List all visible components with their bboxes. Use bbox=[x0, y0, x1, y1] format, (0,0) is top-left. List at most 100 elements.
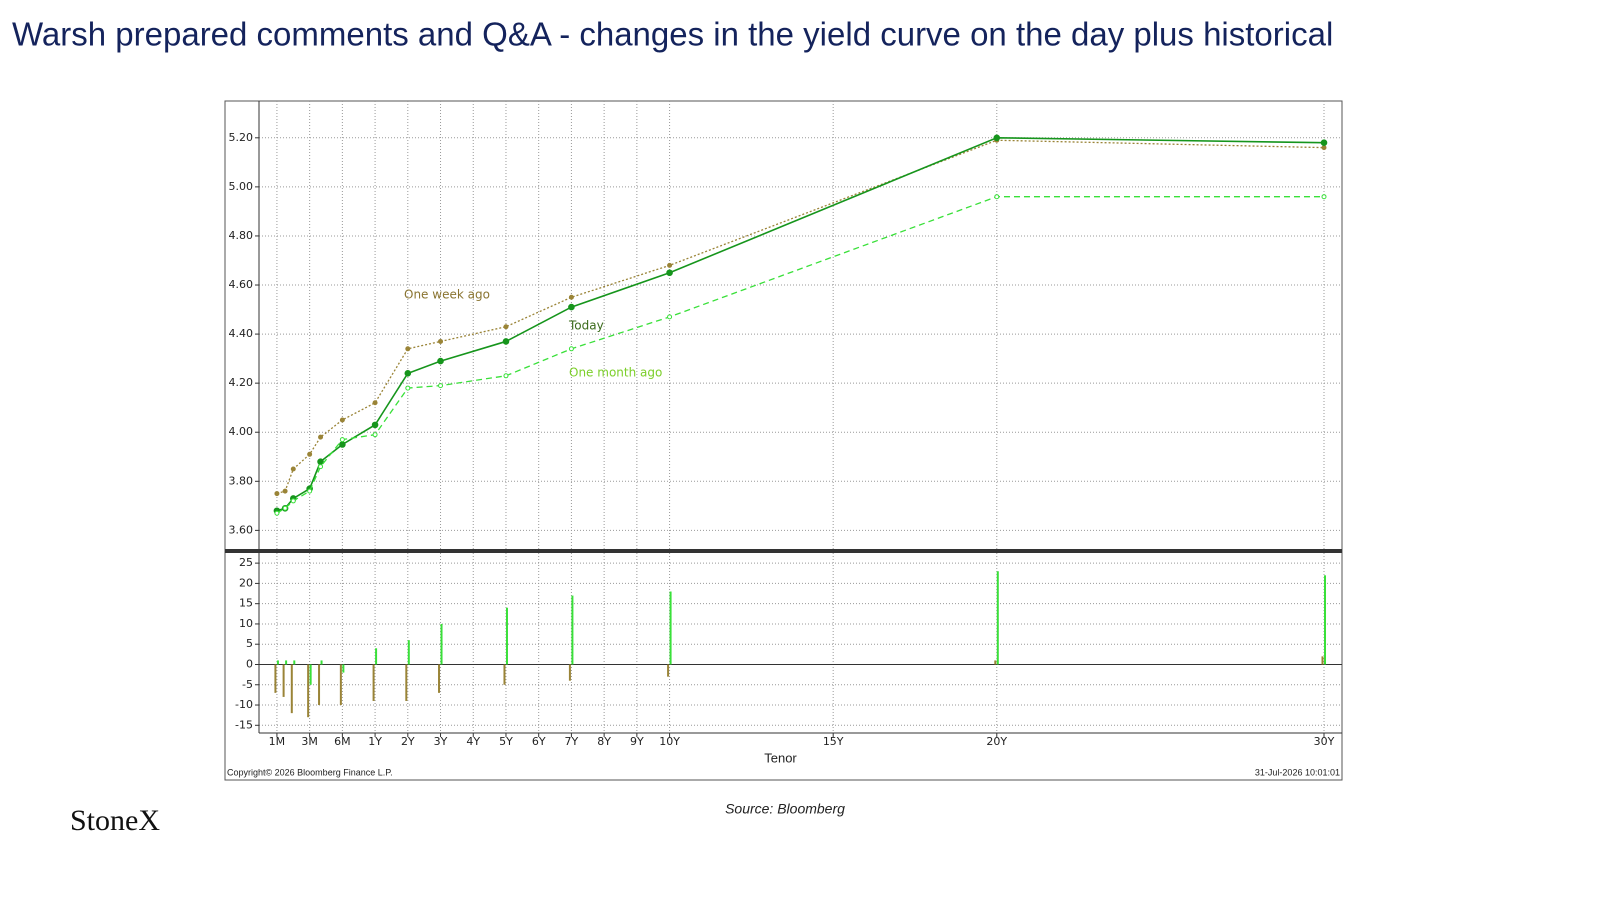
bar bbox=[405, 664, 408, 701]
bar bbox=[318, 664, 321, 706]
y-tick-label: -15 bbox=[235, 718, 253, 731]
x-tick-label: 9Y bbox=[630, 735, 644, 748]
y-tick-label: 5.00 bbox=[229, 180, 254, 193]
bar bbox=[505, 607, 508, 665]
point bbox=[318, 464, 324, 470]
point bbox=[503, 324, 509, 330]
bar bbox=[568, 664, 571, 681]
point bbox=[290, 466, 296, 472]
bar bbox=[440, 623, 443, 665]
point bbox=[339, 437, 345, 443]
x-tick-label: 30Y bbox=[1314, 735, 1335, 748]
bar bbox=[309, 664, 312, 685]
point bbox=[503, 373, 509, 379]
panel-divider bbox=[225, 549, 1342, 553]
y-tick-label: 10 bbox=[239, 617, 253, 630]
y-tick-label: 5 bbox=[246, 637, 253, 650]
chart-frame bbox=[224, 100, 1343, 781]
y-tick-label: -10 bbox=[235, 698, 253, 711]
point bbox=[404, 370, 412, 377]
point bbox=[667, 262, 673, 268]
x-tick-label: 4Y bbox=[466, 735, 480, 748]
point bbox=[274, 491, 280, 497]
logo: StoneX bbox=[70, 804, 160, 837]
copyright: Copyright© 2026 Bloomberg Finance L.P. bbox=[227, 767, 393, 777]
point bbox=[667, 314, 673, 320]
x-tick-label: 3M bbox=[301, 735, 318, 748]
series-label: One month ago bbox=[569, 366, 662, 380]
y-tick-label: 4.40 bbox=[229, 327, 254, 340]
point bbox=[568, 346, 574, 352]
y-tick-label: 20 bbox=[239, 576, 253, 589]
point bbox=[290, 498, 296, 504]
point bbox=[372, 400, 378, 406]
bar bbox=[571, 595, 574, 665]
x-tick-label: 10Y bbox=[659, 735, 680, 748]
point bbox=[371, 421, 379, 429]
bar bbox=[320, 660, 323, 665]
bar bbox=[669, 591, 672, 665]
x-tick-label: 1Y bbox=[368, 735, 382, 748]
bar bbox=[339, 664, 342, 706]
point bbox=[1320, 139, 1328, 147]
bar bbox=[667, 664, 670, 677]
x-tick-label: 5Y bbox=[499, 735, 513, 748]
y-tick-label: 3.80 bbox=[229, 474, 254, 487]
point bbox=[405, 385, 411, 391]
x-tick-label: 2Y bbox=[401, 735, 415, 748]
timestamp: 31-Jul-2026 10:01:01 bbox=[1255, 767, 1340, 777]
point bbox=[437, 357, 444, 365]
point bbox=[372, 432, 378, 438]
bar bbox=[503, 664, 506, 685]
bar bbox=[994, 660, 997, 665]
point bbox=[282, 505, 288, 511]
bar bbox=[996, 571, 999, 665]
point bbox=[993, 134, 1001, 142]
bar bbox=[285, 660, 288, 665]
point bbox=[317, 458, 324, 465]
point bbox=[438, 383, 444, 389]
y-tick-label: 0 bbox=[246, 657, 253, 670]
y-tick-label: 25 bbox=[239, 556, 253, 569]
bar bbox=[372, 664, 375, 701]
bar bbox=[438, 664, 441, 693]
series-line bbox=[276, 196, 1325, 514]
series-label: One week ago bbox=[404, 288, 490, 302]
bar bbox=[1324, 575, 1327, 665]
point bbox=[282, 488, 288, 494]
x-tick-label: 20Y bbox=[986, 735, 1007, 748]
series-line bbox=[276, 139, 1325, 495]
point bbox=[307, 451, 313, 457]
bar bbox=[276, 660, 279, 665]
bar bbox=[290, 664, 293, 714]
point bbox=[666, 269, 673, 277]
bar bbox=[375, 648, 378, 665]
y-tick-label: -5 bbox=[242, 678, 253, 691]
y-tick-label: 4.80 bbox=[229, 229, 254, 242]
point bbox=[405, 346, 411, 352]
y-tick-label: 4.60 bbox=[229, 278, 254, 291]
x-tick-label: 1M bbox=[269, 735, 286, 748]
bar bbox=[282, 664, 285, 697]
source: Source: Bloomberg bbox=[725, 801, 845, 817]
point bbox=[568, 294, 574, 300]
point bbox=[438, 338, 444, 344]
x-tick-label: 3Y bbox=[434, 735, 448, 748]
y-tick-label: 15 bbox=[239, 597, 253, 610]
x-tick-label: 6Y bbox=[532, 735, 546, 748]
point bbox=[502, 338, 510, 345]
series-label: Today bbox=[568, 319, 604, 333]
bar bbox=[274, 664, 277, 693]
point bbox=[339, 441, 346, 448]
x-tick-label: 15Y bbox=[823, 735, 844, 748]
x-tick-label: 8Y bbox=[597, 735, 611, 748]
y-tick-label: 4.20 bbox=[229, 376, 254, 389]
point bbox=[568, 303, 575, 311]
x-tick-label: 6M bbox=[334, 735, 351, 748]
point bbox=[318, 434, 324, 440]
point bbox=[274, 510, 280, 516]
y-tick-label: 4.00 bbox=[229, 425, 254, 438]
x-axis-label: Tenor bbox=[764, 750, 797, 765]
